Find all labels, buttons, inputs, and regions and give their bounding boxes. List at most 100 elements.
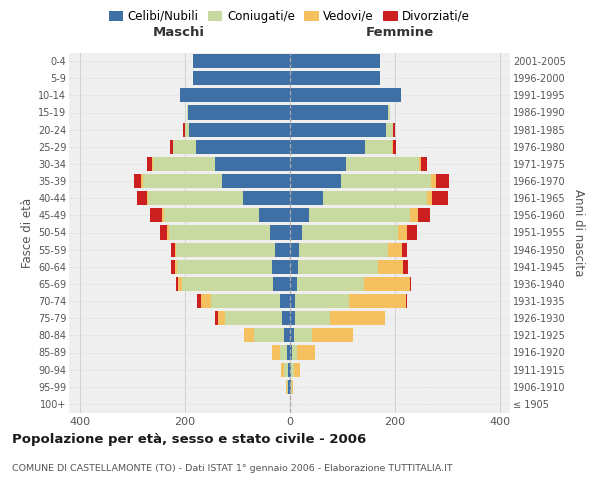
- Bar: [225, 311, 281, 325]
- Bar: [403, 242, 407, 256]
- Bar: [290, 88, 401, 102]
- Bar: [297, 277, 364, 291]
- Bar: [433, 191, 448, 205]
- Bar: [176, 260, 272, 274]
- Bar: [290, 140, 365, 154]
- Bar: [171, 260, 175, 274]
- Bar: [290, 260, 298, 274]
- Bar: [290, 226, 302, 239]
- Bar: [294, 328, 311, 342]
- Text: Femmine: Femmine: [365, 26, 434, 39]
- Bar: [160, 226, 167, 239]
- Bar: [331, 311, 385, 325]
- Bar: [284, 328, 290, 342]
- Bar: [290, 294, 295, 308]
- Bar: [302, 226, 398, 239]
- Bar: [173, 140, 196, 154]
- Bar: [421, 157, 427, 171]
- Bar: [153, 157, 215, 171]
- Bar: [272, 277, 290, 291]
- Bar: [365, 140, 392, 154]
- Text: COMUNE DI CASTELLAMONTE (TO) - Dati ISTAT 1° gennaio 2006 - Elaborazione TUTTITA: COMUNE DI CASTELLAMONTE (TO) - Dati ISTA…: [12, 464, 452, 473]
- Bar: [146, 191, 148, 205]
- Bar: [269, 226, 290, 239]
- Bar: [272, 346, 280, 360]
- Bar: [398, 226, 407, 239]
- Bar: [134, 174, 142, 188]
- Bar: [392, 140, 394, 154]
- Bar: [427, 191, 432, 205]
- Bar: [218, 311, 225, 325]
- Bar: [215, 157, 290, 171]
- Bar: [187, 106, 188, 120]
- Bar: [281, 362, 284, 376]
- Bar: [290, 208, 310, 222]
- Bar: [193, 71, 290, 85]
- Bar: [184, 122, 185, 136]
- Bar: [169, 226, 269, 239]
- Bar: [298, 346, 315, 360]
- Bar: [254, 328, 284, 342]
- Bar: [410, 208, 418, 222]
- Bar: [290, 191, 323, 205]
- Bar: [394, 122, 395, 136]
- Bar: [346, 157, 419, 171]
- Bar: [295, 311, 331, 325]
- Bar: [290, 380, 292, 394]
- Bar: [349, 294, 406, 308]
- Bar: [290, 71, 380, 85]
- Bar: [170, 140, 173, 154]
- Bar: [407, 226, 417, 239]
- Bar: [284, 362, 288, 376]
- Bar: [287, 380, 289, 394]
- Text: Maschi: Maschi: [153, 26, 205, 39]
- Bar: [291, 362, 294, 376]
- Bar: [290, 122, 386, 136]
- Bar: [176, 242, 275, 256]
- Bar: [259, 208, 290, 222]
- Bar: [288, 362, 290, 376]
- Bar: [175, 242, 176, 256]
- Bar: [410, 277, 412, 291]
- Bar: [175, 260, 176, 274]
- Bar: [137, 191, 146, 205]
- Bar: [193, 54, 290, 68]
- Bar: [275, 242, 290, 256]
- Bar: [292, 346, 298, 360]
- Bar: [299, 242, 388, 256]
- Bar: [244, 191, 290, 205]
- Bar: [188, 122, 290, 136]
- Bar: [406, 294, 407, 308]
- Bar: [244, 328, 254, 342]
- Bar: [290, 54, 380, 68]
- Bar: [290, 242, 299, 256]
- Bar: [287, 346, 290, 360]
- Bar: [298, 260, 378, 274]
- Bar: [215, 311, 218, 325]
- Bar: [163, 208, 259, 222]
- Bar: [178, 277, 182, 291]
- Y-axis label: Anni di nascita: Anni di nascita: [572, 189, 585, 276]
- Bar: [188, 106, 290, 120]
- Bar: [431, 174, 436, 188]
- Bar: [290, 106, 388, 120]
- Bar: [378, 260, 403, 274]
- Bar: [222, 174, 290, 188]
- Bar: [388, 242, 403, 256]
- Bar: [386, 122, 393, 136]
- Bar: [323, 191, 427, 205]
- Bar: [182, 277, 272, 291]
- Bar: [310, 208, 410, 222]
- Bar: [290, 311, 295, 325]
- Bar: [180, 88, 290, 102]
- Bar: [290, 362, 291, 376]
- Bar: [403, 260, 407, 274]
- Bar: [436, 174, 449, 188]
- Bar: [364, 277, 410, 291]
- Bar: [290, 174, 341, 188]
- Bar: [290, 346, 292, 360]
- Bar: [418, 208, 430, 222]
- Bar: [171, 242, 175, 256]
- Bar: [196, 140, 290, 154]
- Bar: [290, 157, 346, 171]
